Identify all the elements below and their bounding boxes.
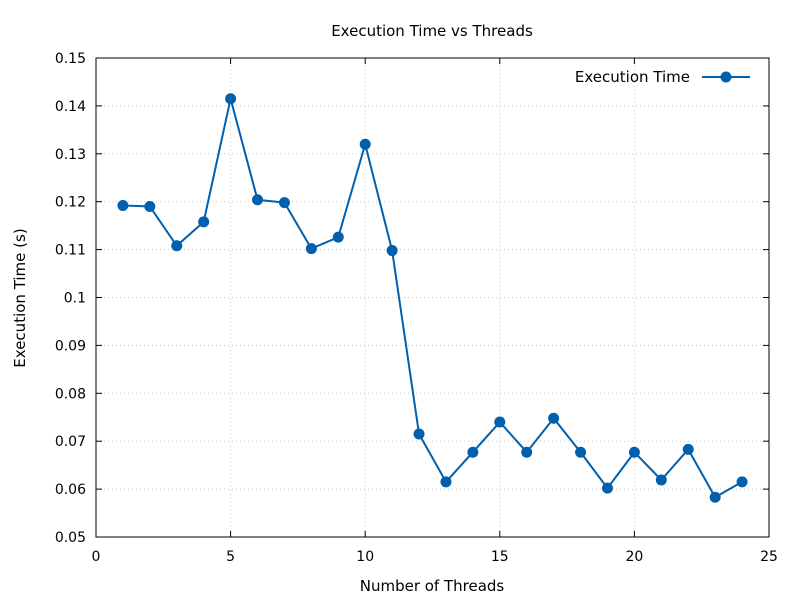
data-point — [440, 476, 452, 488]
y-tick-label: 0.05 — [55, 530, 86, 546]
data-point — [628, 446, 640, 458]
y-axis-label: Execution Time (s) — [11, 228, 29, 367]
data-point — [521, 446, 533, 458]
y-tick-label: 0.15 — [55, 51, 86, 67]
y-tick-label: 0.11 — [55, 243, 86, 259]
chart-title: Execution Time vs Threads — [331, 22, 533, 40]
data-point — [709, 491, 721, 503]
y-tick-label: 0.14 — [55, 99, 86, 115]
data-point — [198, 216, 210, 228]
data-point — [413, 428, 425, 440]
y-tick-label: 0.1 — [64, 291, 86, 307]
x-tick-label: 25 — [760, 549, 778, 565]
data-point — [225, 93, 237, 105]
data-point — [144, 200, 156, 212]
legend-marker — [720, 71, 732, 83]
data-point — [252, 194, 264, 206]
data-point — [736, 476, 748, 488]
y-tick-label: 0.09 — [55, 338, 86, 354]
data-point — [359, 138, 371, 150]
legend-label: Execution Time — [575, 68, 690, 86]
legend: Execution Time — [575, 68, 750, 86]
data-point — [117, 200, 129, 212]
x-tick-label: 20 — [625, 549, 643, 565]
x-tick-label: 15 — [491, 549, 509, 565]
data-point — [386, 245, 398, 257]
data-point — [548, 412, 560, 424]
data-point — [171, 240, 183, 252]
y-tick-label: 0.08 — [55, 386, 86, 402]
data-point — [601, 482, 613, 494]
data-point — [655, 474, 667, 486]
y-tick-label: 0.06 — [55, 482, 86, 498]
axis-ticks: 0.05 0.06 0.07 0.08 0.09 0.1 0.11 0.12 0.13 0.14 0… — [55, 51, 778, 565]
series-layer — [117, 93, 748, 503]
x-tick-label: 10 — [356, 549, 374, 565]
x-tick-label: 5 — [226, 549, 235, 565]
x-tick-label: 0 — [92, 549, 101, 565]
series-line — [122, 97, 743, 499]
y-tick-label: 0.12 — [55, 195, 86, 211]
data-point — [575, 446, 587, 458]
data-point — [467, 446, 479, 458]
y-tick-label: 0.07 — [55, 434, 86, 450]
y-tick-label: 0.13 — [55, 147, 86, 163]
grid — [96, 58, 769, 537]
x-axis-label: Number of Threads — [360, 577, 505, 595]
data-point — [332, 231, 344, 243]
data-point — [278, 197, 290, 209]
data-point — [682, 443, 694, 455]
data-point — [494, 416, 506, 428]
data-point — [305, 243, 317, 255]
